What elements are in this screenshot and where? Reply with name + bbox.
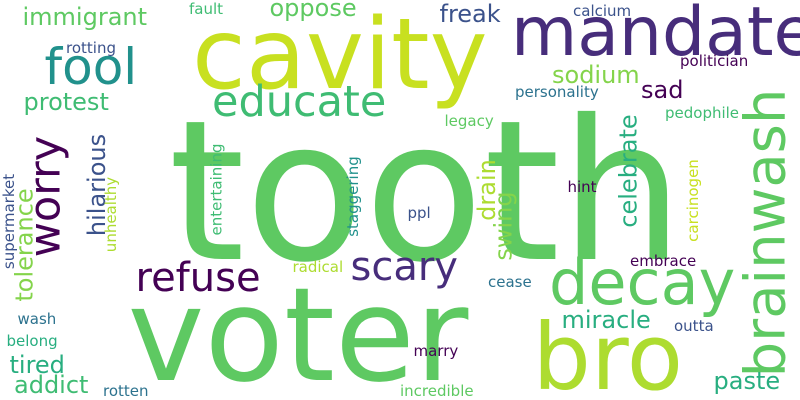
word-pedophile: pedophile [665,103,740,122]
word-mandate: mandate [511,0,800,72]
word-wash: wash [17,309,57,328]
word-staggering: staggering [343,155,362,237]
word-scary: scary [350,244,458,290]
word-ppl: ppl [407,203,431,222]
word-politician: politician [680,51,749,70]
word-incredible: incredible [400,381,474,400]
word-marry: marry [413,341,459,360]
word-oppose: oppose [269,0,357,22]
word-immigrant: immigrant [22,3,148,31]
word-carcinogen: carcinogen [683,158,702,242]
word-decay: decay [549,246,736,319]
word-miracle: miracle [561,306,651,334]
word-tired: tired [9,351,65,379]
word-calcium: calcium [573,1,632,20]
word-embrace: embrace [630,251,697,270]
word-voter: voter [127,259,469,400]
word-belong: belong [6,331,58,350]
word-unhealthy: unhealthy [101,176,120,252]
word-supermarket: supermarket [0,173,18,269]
word-personality: personality [515,82,599,101]
word-refuse: refuse [135,255,261,301]
word-brainwash: brainwash [732,88,798,378]
word-cease: cease [488,272,532,291]
word-freak: freak [439,0,501,28]
word-fault: fault [189,0,224,18]
word-hint: hint [567,177,597,196]
word-fool: fool [44,38,138,96]
word-tooth: tooth [168,77,684,305]
word-protest: protest [23,88,109,116]
word-sodium: sodium [552,61,640,89]
word-rotten: rotten [103,381,149,400]
word-entertaining: entertaining [207,143,226,235]
word-bro: bro [532,304,684,400]
word-legacy: legacy [444,111,494,130]
word-educate: educate [212,76,387,127]
word-paste: paste [713,367,781,395]
word-outta: outta [674,316,714,335]
word-rotting: rotting [66,38,116,57]
word-celebrate: celebrate [614,114,643,228]
word-addict: addict [14,371,89,399]
word-sad: sad [641,76,684,104]
word-cavity: cavity [192,0,488,112]
word-drain: drain [472,159,501,221]
word-radical: radical [292,257,344,276]
